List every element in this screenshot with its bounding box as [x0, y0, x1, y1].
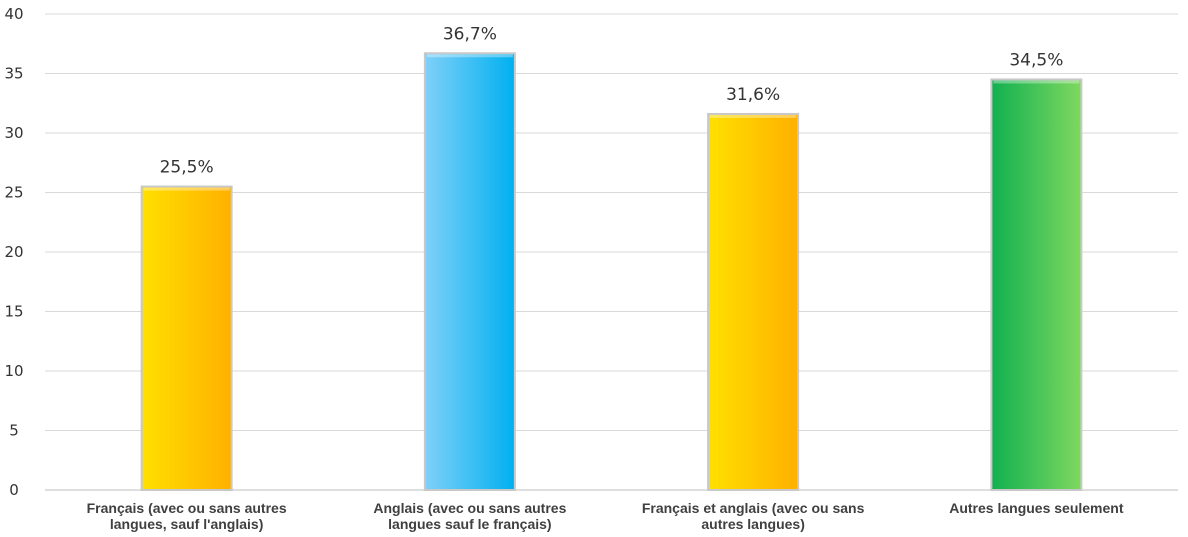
bar [990, 78, 1083, 491]
y-tick-label: 40 [4, 5, 23, 23]
bar-highlight [426, 54, 513, 58]
y-tick-label: 10 [4, 362, 23, 380]
y-tick-label: 35 [4, 65, 23, 83]
bar-highlight [143, 187, 230, 191]
y-axis-ticks: 0 5 10 15 20 25 30 35 40 [4, 5, 23, 499]
y-tick-label: 0 [9, 481, 19, 499]
category-label: Français (avec ou sans autres [87, 500, 287, 516]
data-label: 34,5% [1009, 50, 1063, 70]
gridlines [45, 13, 1178, 491]
data-label: 31,6% [726, 85, 780, 105]
bar-highlight [710, 114, 797, 118]
bar [707, 112, 800, 492]
category-label: langues sauf le français) [388, 516, 551, 532]
y-tick-label: 15 [4, 303, 23, 321]
data-label: 25,5% [160, 158, 214, 178]
data-labels: 25,5% 36,7% 31,6% 34,5% [160, 24, 1064, 177]
y-tick-label: 5 [9, 422, 19, 440]
category-label: langues, sauf l'anglais) [110, 516, 263, 532]
category-label: Français et anglais (avec ou sans [642, 500, 865, 516]
bar [140, 185, 233, 492]
category-label: autres langues) [701, 516, 804, 532]
category-label: Anglais (avec ou sans autres [373, 500, 566, 516]
category-label: Autres langues seulement [949, 500, 1124, 516]
y-tick-label: 20 [4, 243, 23, 261]
bar-highlight [993, 80, 1080, 84]
bars [140, 52, 1083, 492]
data-label: 36,7% [443, 24, 497, 44]
y-tick-label: 25 [4, 184, 23, 202]
bar [423, 52, 516, 492]
y-tick-label: 30 [4, 124, 23, 142]
